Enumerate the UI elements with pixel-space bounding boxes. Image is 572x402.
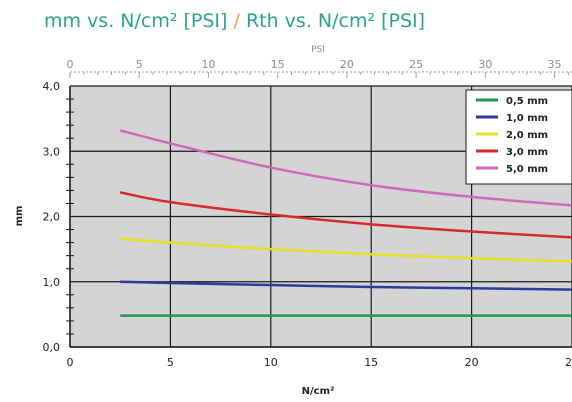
- x-tick-label: 25: [565, 356, 572, 369]
- y-tick-label: 2,0: [43, 211, 61, 224]
- top-tick-label: 10: [201, 58, 215, 71]
- legend-label: 5,0 mm: [506, 164, 548, 175]
- top-tick-label: 20: [340, 58, 354, 71]
- series-line-2: [120, 280, 572, 291]
- legend-label: 0,5 mm: [506, 96, 548, 107]
- top-tick-label: 15: [271, 58, 285, 71]
- x-tick-label: 5: [167, 356, 174, 369]
- x-tick-label: 0: [67, 356, 74, 369]
- top-tick-label: 0: [67, 58, 74, 71]
- top-tick-label: 5: [136, 58, 143, 71]
- legend-label: 3,0 mm: [506, 147, 548, 158]
- legend-label: 2,0 mm: [506, 130, 548, 141]
- x-tick-label: 15: [364, 356, 378, 369]
- top-tick-label: 30: [478, 58, 492, 71]
- x-tick-label: 10: [264, 356, 278, 369]
- x-tick-label: 20: [465, 356, 479, 369]
- y-tick-label: 0,0: [43, 341, 61, 354]
- y-axis-title: mm: [14, 206, 25, 227]
- top-tick-label: 25: [409, 58, 423, 71]
- chart-title-part2: Rth vs. N/cm² [PSI]: [246, 10, 425, 32]
- chart-title-part1: mm vs. N/cm² [PSI]: [44, 10, 227, 32]
- chart-title: mm vs. N/cm² [PSI] / Rth vs. N/cm² [PSI]: [44, 10, 425, 32]
- series-line-5: [119, 129, 572, 207]
- top-axis-title: PSI: [311, 45, 325, 55]
- y-tick-label: 1,0: [43, 276, 61, 289]
- chart-title-separator: /: [227, 10, 245, 32]
- legend-label: 1,0 mm: [506, 113, 548, 124]
- series-line-4: [119, 191, 572, 239]
- series-line-3: [120, 237, 572, 263]
- x-axis-title: N/cm²: [302, 386, 335, 397]
- top-tick-label: 35: [548, 58, 562, 71]
- y-tick-label: 3,0: [43, 145, 61, 158]
- y-tick-label: 4,0: [43, 80, 61, 93]
- plot-layer: 0,0 1,0 2,0 3,0 4,0 0 5 10 15 20 25 0 5 10 15 20 25 30 35 0…: [43, 58, 572, 369]
